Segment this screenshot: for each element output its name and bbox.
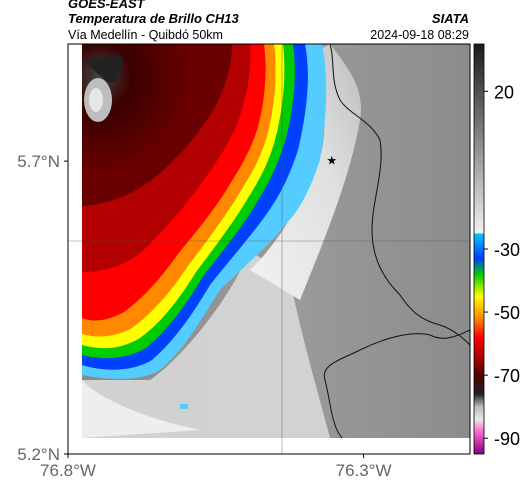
y-axis-ticks: 5.7°N 5.2°N: [17, 152, 68, 464]
colorbar-tick-label: -70: [494, 366, 520, 386]
colorbar-tick-label: -50: [494, 303, 520, 323]
colorbar-tick-label: 20: [494, 82, 514, 102]
colorbar-tick-label: -90: [494, 429, 520, 449]
brightness-temperature-map: [68, 44, 470, 454]
chart-title: Temperatura de Brillo CH13: [68, 11, 239, 26]
y-tick-label: 5.7°N: [17, 152, 60, 171]
colorbar-tick-label: -30: [494, 240, 520, 260]
location-star-marker: ★: [326, 154, 337, 168]
x-axis-ticks: 76.8°W 76.3°W: [40, 454, 392, 480]
x-tick-label: 76.3°W: [336, 461, 392, 480]
chart-subtitle: Vía Medellín - Quibdó 50km: [68, 28, 223, 42]
colorbar-ticks: 20 -30 -50 -70 -90: [484, 82, 520, 449]
y-tick-label: 5.2°N: [17, 445, 60, 464]
map-frame: [67, 43, 471, 455]
org-label: SIATA: [431, 11, 469, 26]
satellite-label: GOES-EAST: [68, 0, 145, 11]
timestamp: 2024-09-18 08:29: [370, 28, 469, 42]
colorbar: [474, 44, 484, 454]
x-tick-label: 76.8°W: [40, 461, 96, 480]
